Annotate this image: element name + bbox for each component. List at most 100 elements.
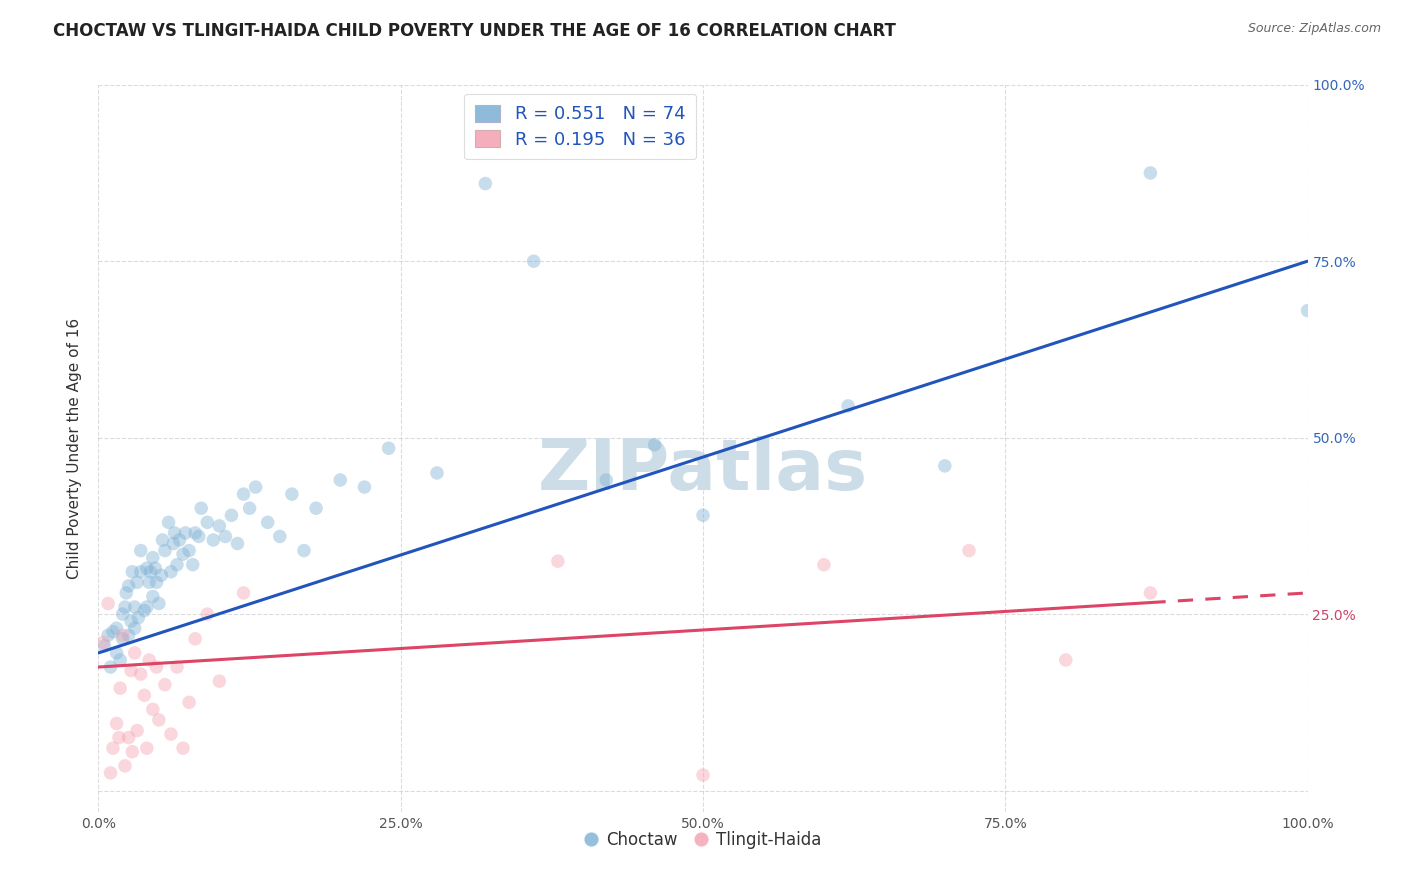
Point [184,525,207,540]
Point [138,653,160,667]
Point [111,628,134,642]
Point [172,547,194,561]
Point [305,501,328,516]
Point [108,653,131,667]
Point [162,536,184,550]
Point [120,664,142,678]
Point [129,543,152,558]
Point [179,695,201,709]
Point [108,681,131,696]
Point [232,586,254,600]
Point [124,621,146,635]
Point [195,607,218,621]
Point [1054,653,1077,667]
Point [142,550,165,565]
Point [115,586,138,600]
Point [129,565,152,579]
Point [108,731,131,745]
Point [256,516,278,530]
Point [692,508,714,523]
Point [160,565,183,579]
Text: ZIPatlas: ZIPatlas [538,435,868,505]
Point [143,561,166,575]
Point [166,558,188,572]
Point [692,768,714,782]
Point [157,516,180,530]
Point [105,646,128,660]
Point [118,731,141,745]
Point [195,516,218,530]
Point [208,674,231,689]
Point [174,525,197,540]
Point [202,533,225,547]
Point [111,607,134,621]
Point [153,678,176,692]
Point [179,543,201,558]
Point [124,646,146,660]
Point [239,501,262,516]
Point [169,533,191,547]
Point [474,177,496,191]
Point [644,438,666,452]
Point [135,741,157,756]
Point [1139,166,1161,180]
Point [101,741,124,756]
Point [187,529,209,543]
Point [145,575,167,590]
Point [150,568,173,582]
Point [813,558,835,572]
Point [100,660,122,674]
Point [127,610,149,624]
Point [129,667,152,681]
Point [226,536,249,550]
Point [153,543,176,558]
Point [138,575,160,590]
Point [142,590,165,604]
Point [1139,586,1161,600]
Point [118,579,141,593]
Point [105,621,128,635]
Point [214,529,236,543]
Legend: Choctaw, Tlingit-Haida: Choctaw, Tlingit-Haida [578,824,828,855]
Point [127,575,149,590]
Point [426,466,449,480]
Point [124,600,146,615]
Point [353,480,375,494]
Point [595,473,617,487]
Point [120,614,142,628]
Point [245,480,267,494]
Point [281,487,304,501]
Point [100,765,122,780]
Point [145,660,167,674]
Point [93,639,115,653]
Point [547,554,569,568]
Point [208,519,231,533]
Point [377,442,399,455]
Point [135,561,157,575]
Point [134,603,156,617]
Point [121,745,143,759]
Point [101,624,124,639]
Point [105,716,128,731]
Point [114,759,136,773]
Point [957,543,980,558]
Point [97,597,120,611]
Point [114,600,136,615]
Point [148,597,170,611]
Point [221,508,243,523]
Point [152,533,174,547]
Point [160,727,183,741]
Point [148,713,170,727]
Point [1296,303,1319,318]
Point [172,741,194,756]
Point [292,543,315,558]
Point [97,628,120,642]
Text: Source: ZipAtlas.com: Source: ZipAtlas.com [1247,22,1381,36]
Point [269,529,291,543]
Point [181,558,204,572]
Point [91,635,114,649]
Point [523,254,546,268]
Point [111,632,134,646]
Point [134,688,156,702]
Point [166,660,188,674]
